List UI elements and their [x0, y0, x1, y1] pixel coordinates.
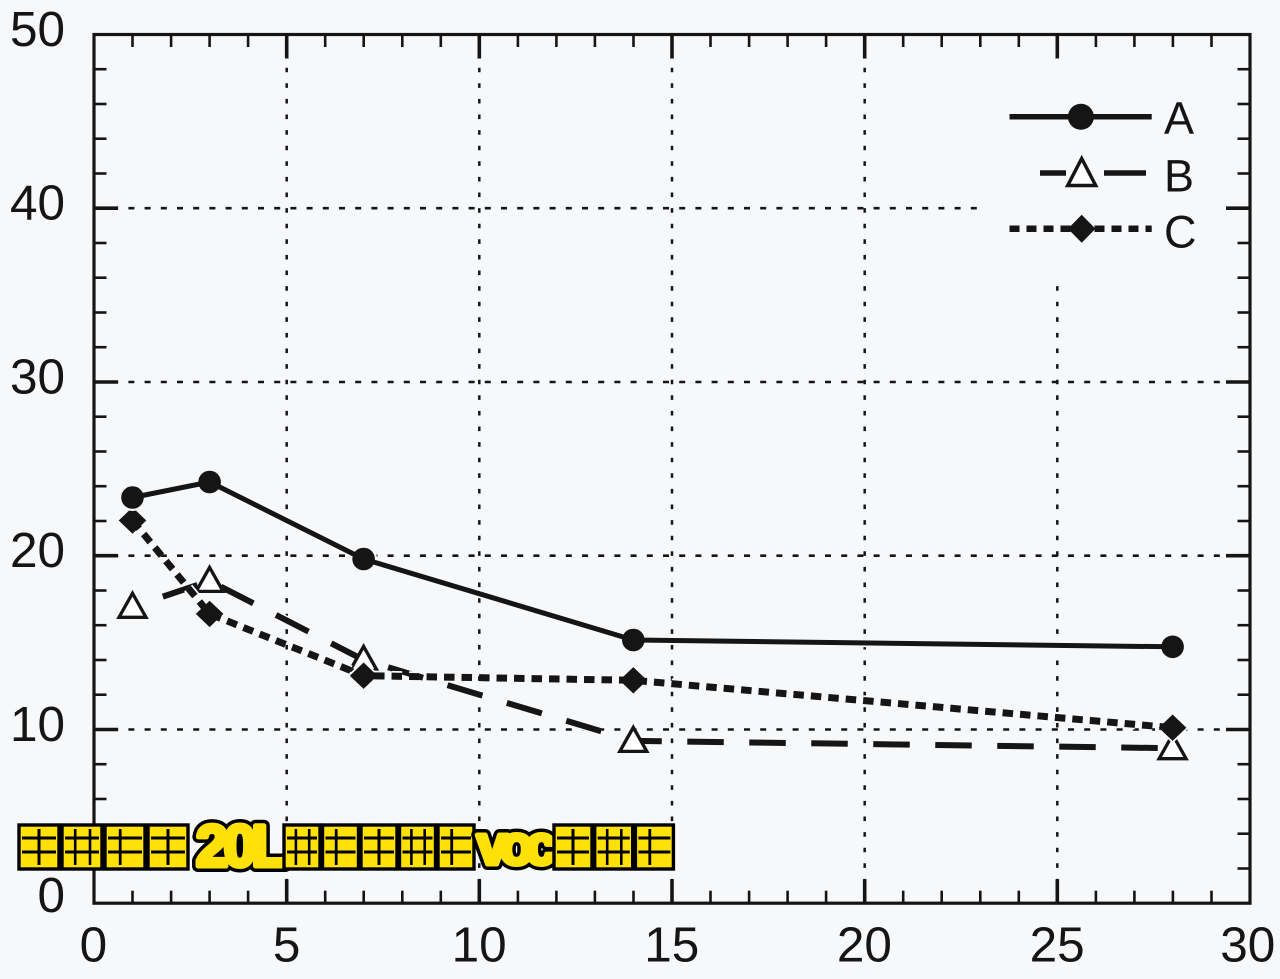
svg-text:20: 20 — [10, 523, 65, 578]
svg-text:25: 25 — [1030, 918, 1085, 973]
svg-text:40: 40 — [10, 176, 65, 231]
svg-text:20: 20 — [837, 918, 892, 973]
svg-text:15: 15 — [644, 918, 699, 973]
svg-text:20L: 20L — [196, 814, 286, 879]
svg-text:30: 30 — [10, 349, 65, 404]
svg-text:10: 10 — [452, 918, 507, 973]
svg-text:5: 5 — [273, 918, 301, 973]
svg-text:20L: 20L — [196, 814, 286, 879]
svg-text:0: 0 — [37, 868, 65, 923]
svg-text:0: 0 — [80, 918, 108, 973]
svg-text:voc: voc — [477, 814, 554, 876]
svg-text:10: 10 — [10, 697, 65, 752]
svg-text:50: 50 — [10, 2, 65, 57]
svg-text:30: 30 — [1220, 918, 1275, 973]
svg-text:voc: voc — [477, 814, 554, 876]
svg-text:A: A — [1164, 93, 1194, 144]
svg-text:B: B — [1164, 151, 1194, 202]
svg-text:C: C — [1164, 206, 1197, 257]
